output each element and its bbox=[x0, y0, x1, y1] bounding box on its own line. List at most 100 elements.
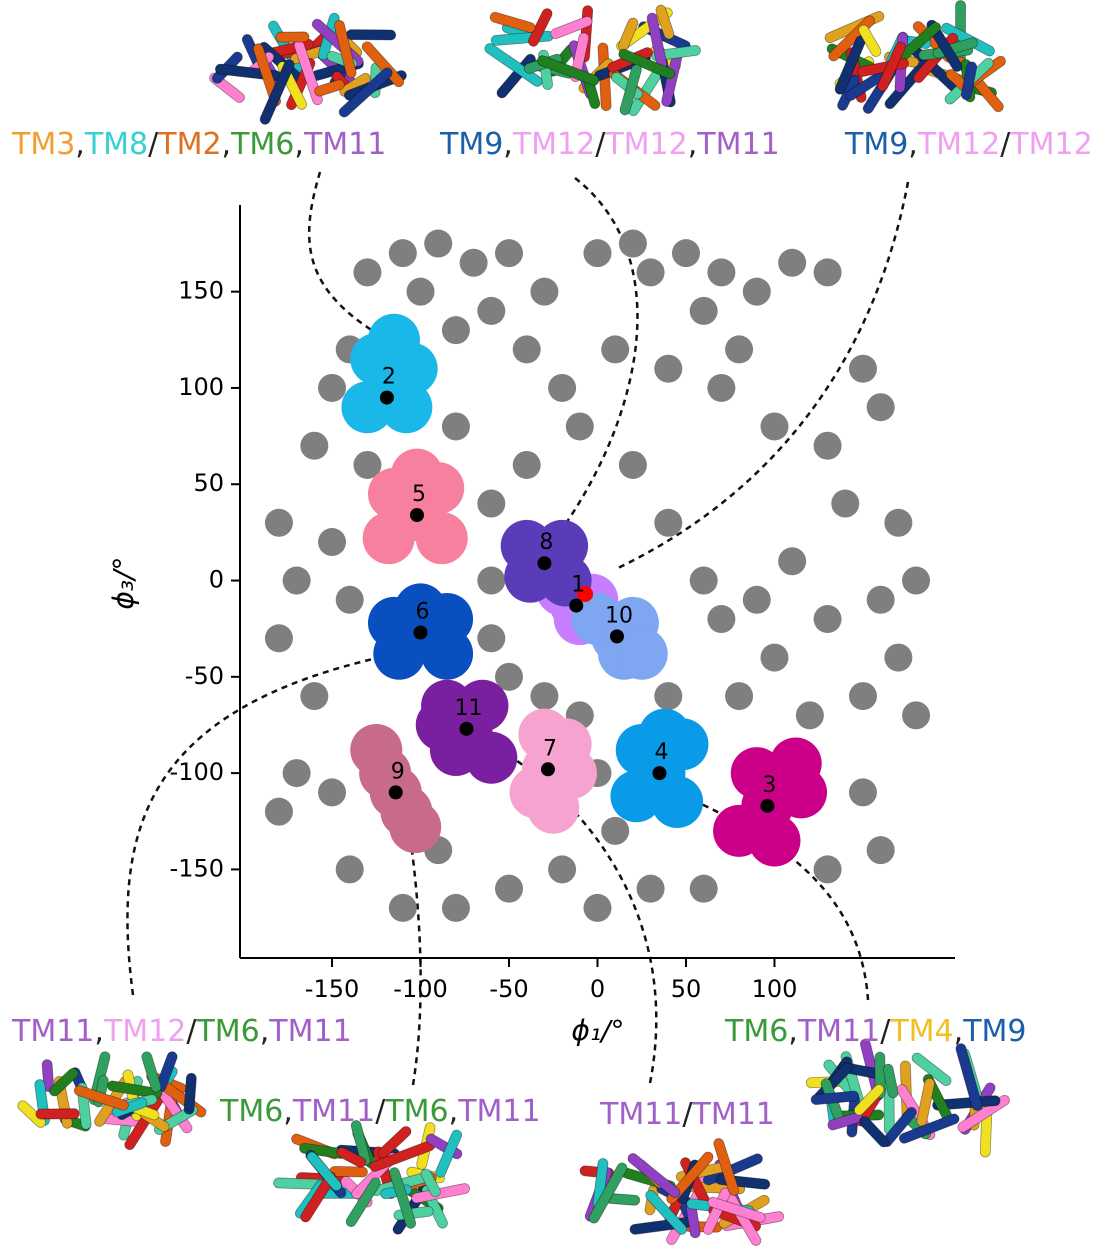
annotation-part: TM12 bbox=[103, 1014, 186, 1049]
annotation-part: , bbox=[294, 127, 304, 162]
cluster-label: 8 bbox=[539, 530, 553, 555]
cluster-center bbox=[569, 599, 583, 613]
cluster-label: 7 bbox=[543, 736, 557, 761]
background-point bbox=[849, 355, 877, 383]
helix-rod bbox=[491, 31, 554, 46]
annotation-part: TM11 bbox=[268, 1014, 351, 1049]
background-point bbox=[530, 278, 558, 306]
background-point bbox=[707, 258, 735, 286]
annotation-part: , bbox=[908, 127, 918, 162]
cluster-center bbox=[414, 626, 428, 640]
background-point bbox=[336, 855, 364, 883]
annotation-part: , bbox=[688, 127, 698, 162]
background-point bbox=[778, 547, 806, 575]
background-point bbox=[407, 278, 435, 306]
cluster-label: 10 bbox=[605, 603, 633, 628]
y-tick-label: -100 bbox=[170, 758, 224, 786]
annotation-part: TM6 bbox=[219, 1094, 283, 1129]
background-point bbox=[725, 682, 753, 710]
annotation-part: TM12 bbox=[512, 127, 595, 162]
background-point bbox=[477, 490, 505, 518]
background-point bbox=[619, 451, 647, 479]
cluster-center bbox=[760, 799, 774, 813]
cluster-label: 9 bbox=[391, 759, 405, 784]
annotation-part: TM6 bbox=[384, 1094, 448, 1129]
background-point bbox=[690, 875, 718, 903]
background-point bbox=[601, 817, 629, 845]
background-point bbox=[672, 239, 700, 267]
annotation-part: , bbox=[260, 1014, 270, 1049]
cluster-point bbox=[421, 628, 473, 680]
background-point bbox=[389, 239, 417, 267]
annotation-part: TM9 bbox=[439, 127, 503, 162]
background-point bbox=[884, 644, 912, 672]
background-point bbox=[265, 509, 293, 537]
x-axis-label: ϕ₁/° bbox=[571, 1014, 624, 1047]
annotation-part: , bbox=[449, 1094, 459, 1129]
structure-images bbox=[16, 0, 1012, 1247]
background-point bbox=[442, 894, 470, 922]
cluster-label: 11 bbox=[455, 696, 483, 721]
background-point bbox=[566, 412, 594, 440]
background-point bbox=[495, 875, 523, 903]
cluster-label: 5 bbox=[412, 482, 426, 507]
background-point bbox=[849, 682, 877, 710]
background-point bbox=[743, 586, 771, 614]
background-point bbox=[318, 528, 346, 556]
background-point bbox=[477, 624, 505, 652]
cluster-center bbox=[389, 785, 403, 799]
annotation-part: , bbox=[503, 127, 513, 162]
background-point bbox=[318, 778, 346, 806]
annotation-part: TM9 bbox=[844, 127, 908, 162]
background-point bbox=[637, 258, 665, 286]
leader-line bbox=[309, 172, 388, 340]
background-point bbox=[283, 759, 311, 787]
background-point bbox=[353, 258, 381, 286]
y-tick-label: 100 bbox=[178, 373, 224, 401]
background-point bbox=[265, 798, 293, 826]
annotation-part: , bbox=[94, 1014, 104, 1049]
annotation-part: TM11 bbox=[696, 127, 779, 162]
background-point bbox=[442, 316, 470, 344]
cluster-point bbox=[416, 512, 468, 564]
background-point bbox=[495, 239, 523, 267]
x-tick-label: -100 bbox=[393, 975, 447, 1003]
helix-rod bbox=[346, 30, 396, 40]
annotation-part: TM11 bbox=[457, 1094, 540, 1129]
background-point bbox=[884, 509, 912, 537]
cluster-center bbox=[410, 508, 424, 522]
background-point bbox=[760, 644, 788, 672]
background-point bbox=[831, 490, 859, 518]
x-tick-label: 0 bbox=[590, 975, 605, 1003]
background-point bbox=[619, 230, 647, 258]
x-tick-label: 100 bbox=[752, 975, 798, 1003]
annotation-part: TM6 bbox=[195, 1014, 259, 1049]
annotation-part: , bbox=[954, 1014, 964, 1049]
leader-lines bbox=[127, 172, 908, 1085]
annotation: TM3,TM8/TM2,TM6,TM11 bbox=[11, 127, 386, 162]
background-point bbox=[654, 355, 682, 383]
annotation-part: TM6 bbox=[230, 127, 294, 162]
background-point bbox=[814, 855, 842, 883]
background-point bbox=[318, 374, 346, 402]
annotation-part: TM12 bbox=[917, 127, 1000, 162]
annotation-part: TM11 bbox=[292, 1094, 375, 1129]
annotation: TM9,TM12/TM12 bbox=[844, 127, 1093, 162]
background-point bbox=[424, 230, 452, 258]
background-point bbox=[654, 682, 682, 710]
y-axis-label: ϕ₃/° bbox=[107, 556, 140, 609]
background-point bbox=[513, 451, 541, 479]
helix-rod bbox=[36, 1109, 80, 1120]
background-point bbox=[796, 701, 824, 729]
background-point bbox=[902, 701, 930, 729]
background-point bbox=[460, 249, 488, 277]
background-point bbox=[389, 894, 417, 922]
annotation: TM11/TM11 bbox=[599, 1097, 775, 1132]
background-point bbox=[902, 567, 930, 595]
annotation-part: TM3 bbox=[11, 127, 75, 162]
background-point bbox=[760, 412, 788, 440]
background-point bbox=[690, 297, 718, 325]
annotation-part: TM4 bbox=[889, 1014, 953, 1049]
annotation-part: TM12 bbox=[1009, 127, 1092, 162]
cluster-point bbox=[748, 815, 800, 867]
